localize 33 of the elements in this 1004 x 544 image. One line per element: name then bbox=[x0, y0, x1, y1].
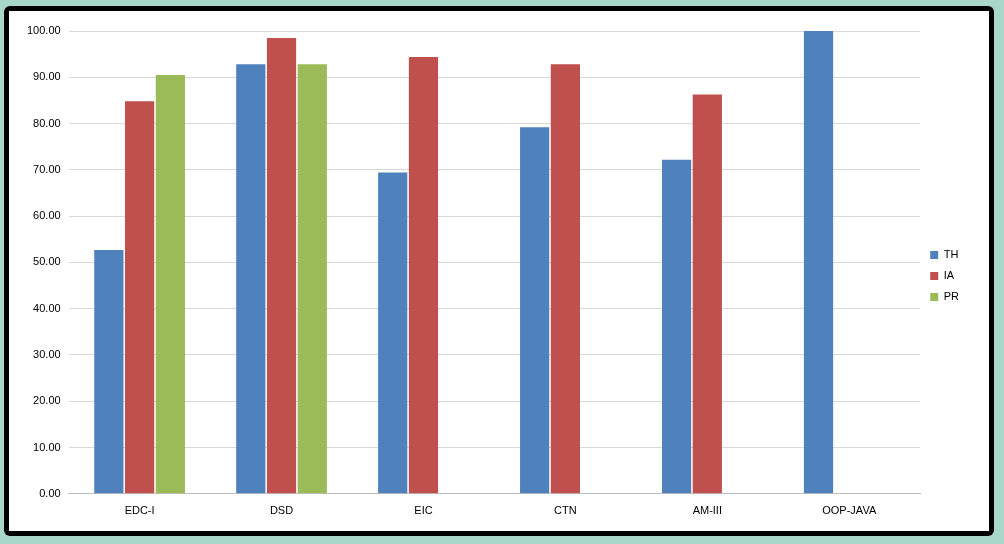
y-tick-label: 90.00 bbox=[33, 70, 61, 83]
legend-label: TH bbox=[943, 248, 959, 261]
bar bbox=[125, 101, 155, 494]
legend-label: IA bbox=[943, 269, 955, 282]
x-tick-label: OOP-JAVA bbox=[822, 504, 877, 517]
y-tick-label: 20.00 bbox=[33, 394, 61, 407]
y-tick-label: 100.00 bbox=[26, 24, 61, 37]
y-tick-label: 50.00 bbox=[33, 255, 61, 268]
legend-label: PR bbox=[943, 290, 960, 303]
bar bbox=[236, 64, 266, 494]
x-tick-label: EDC-I bbox=[124, 504, 155, 517]
x-tick-label: DSD bbox=[269, 504, 294, 517]
y-tick-label: 80.00 bbox=[33, 116, 61, 129]
bar bbox=[550, 64, 580, 494]
bar bbox=[520, 127, 550, 494]
bar bbox=[297, 64, 327, 494]
bar bbox=[94, 249, 124, 494]
bar bbox=[803, 31, 834, 494]
bar bbox=[692, 94, 722, 494]
y-tick-label: 60.00 bbox=[33, 209, 61, 222]
y-tick-label: 10.00 bbox=[33, 440, 61, 453]
bar bbox=[155, 74, 185, 494]
bar bbox=[266, 37, 297, 494]
y-tick-label: 40.00 bbox=[33, 301, 61, 314]
bar bbox=[408, 56, 439, 494]
x-tick-label: AM-III bbox=[692, 504, 722, 517]
y-tick-label: 70.00 bbox=[33, 162, 61, 175]
x-tick-label: EIC bbox=[414, 504, 433, 517]
bar bbox=[661, 159, 692, 494]
y-tick-label: 30.00 bbox=[33, 347, 61, 360]
bar bbox=[378, 172, 408, 494]
x-tick-label: CTN bbox=[554, 504, 577, 517]
y-tick-label: 0.00 bbox=[39, 486, 61, 499]
